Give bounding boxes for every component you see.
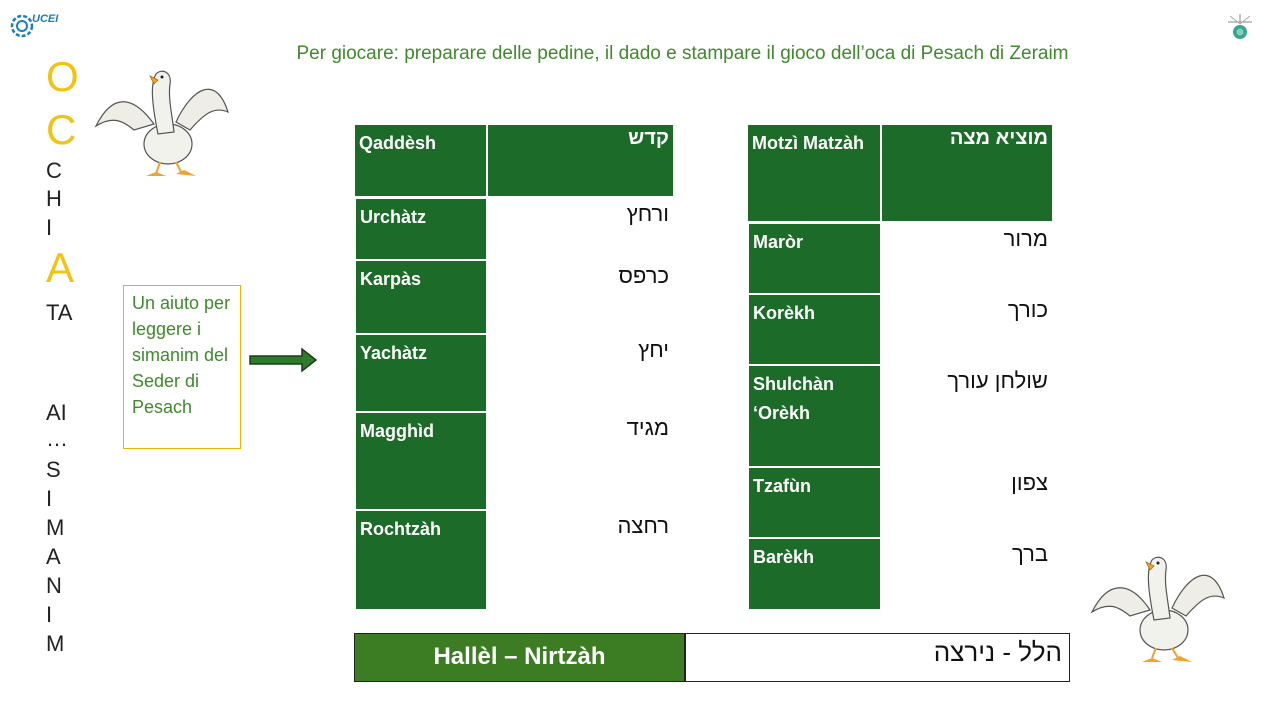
logo-text: UCEI <box>32 13 59 25</box>
hallel-latin: Hallèl – Nirtzàh <box>355 634 684 681</box>
right-table-hebrew: כורך <box>1007 297 1048 322</box>
right-table-latin: Motzì Matzàh <box>748 125 880 221</box>
left-table-latin: Qaddèsh <box>355 125 486 196</box>
title-letter: I <box>46 486 53 511</box>
title-letter: O <box>46 53 79 100</box>
right-table-latin: Korèkh <box>749 295 880 364</box>
right-table-latin: Shulchàn ‘Orèkh <box>749 366 880 466</box>
right-table-latin: Tzafùn <box>749 468 880 537</box>
left-table-hebrew: רחצה <box>617 513 669 538</box>
title-letter: I <box>46 602 53 627</box>
left-table-latin: Urchàtz <box>356 199 486 259</box>
left-table-latin: Magghìd <box>356 413 486 509</box>
subtitle: Per giocare: preparare delle pedine, il … <box>296 43 1069 64</box>
title-letter: N <box>46 573 62 598</box>
help-box: Un aiuto per leggere i simanim del Seder… <box>123 285 241 449</box>
left-table-hebrew: יחץ <box>638 337 669 362</box>
title-letter: AI <box>46 400 67 425</box>
title-letter: TA <box>46 300 73 325</box>
title-letter: A <box>46 544 61 569</box>
right-table-latin: Maròr <box>749 224 880 293</box>
title-letter: C <box>46 106 77 153</box>
title-letter: H <box>46 186 62 211</box>
hallel-divider <box>684 634 686 681</box>
ucei-logo-icon <box>10 14 34 38</box>
title-letter: M <box>46 631 65 656</box>
right-table-hebrew: ברך <box>1011 541 1048 566</box>
title-letter: M <box>46 515 65 540</box>
arrow-right-icon <box>249 347 318 373</box>
hallel-row <box>354 633 1070 682</box>
title-letter: I <box>46 215 53 240</box>
goose-illustration <box>1090 556 1225 662</box>
right-table-hebrew: מרור <box>1003 226 1048 251</box>
hallel-hebrew: הלל - נירצה <box>933 637 1062 667</box>
bug-icon <box>1228 14 1252 39</box>
right-table-latin: Barèkh <box>749 539 880 609</box>
title-letter: A <box>46 244 75 291</box>
left-table-latin: Rochtzàh <box>356 511 486 609</box>
left-table-hebrew: קדש <box>488 125 673 196</box>
title-letter: … <box>46 426 68 451</box>
left-table-latin: Yachàtz <box>356 335 486 411</box>
goose-illustration <box>94 70 229 176</box>
left-table-hebrew: כרפס <box>618 263 670 288</box>
right-table-hebrew: שולחן עורך <box>947 368 1048 393</box>
right-table-hebrew: מוציא מצה <box>882 125 1052 221</box>
left-table-hebrew: ורחץ <box>626 201 669 226</box>
right-table-hebrew: צפון <box>1011 470 1048 495</box>
title-letter: S <box>46 457 61 482</box>
left-table-hebrew: מגיד <box>626 415 669 440</box>
left-table-latin: Karpàs <box>356 261 486 333</box>
title-letter: C <box>46 158 62 183</box>
